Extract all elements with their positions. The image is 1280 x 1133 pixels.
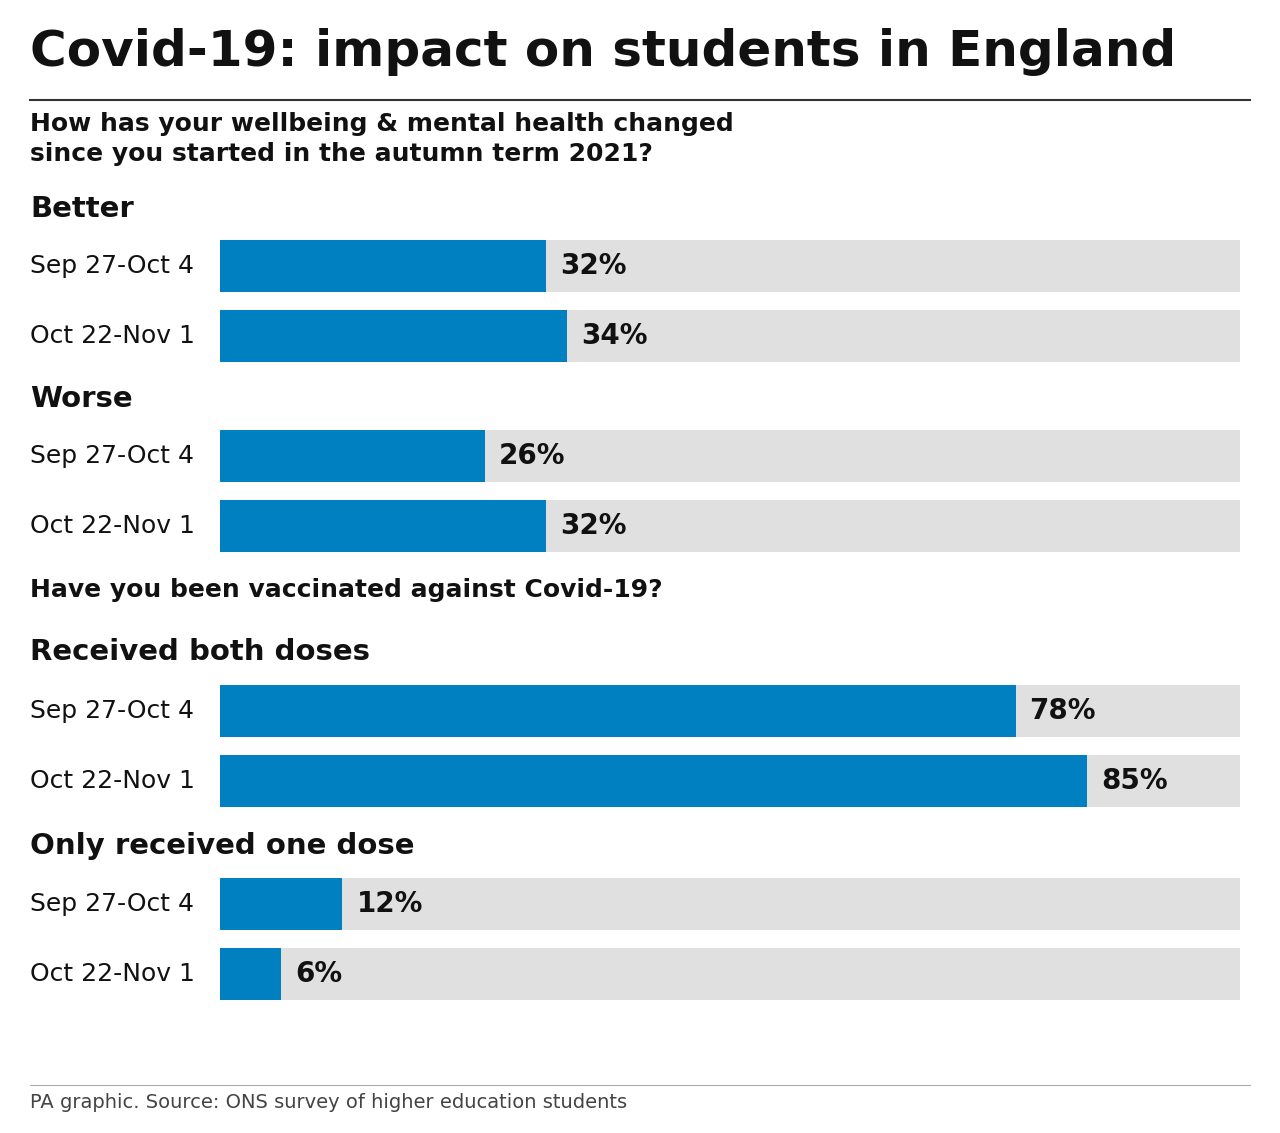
- Bar: [220, 240, 1240, 292]
- Text: 32%: 32%: [561, 252, 627, 280]
- Text: Covid-19: impact on students in England: Covid-19: impact on students in England: [29, 28, 1176, 76]
- Bar: [220, 431, 1240, 482]
- Text: Only received one dose: Only received one dose: [29, 832, 415, 860]
- Text: Oct 22-Nov 1: Oct 22-Nov 1: [29, 962, 195, 986]
- Bar: [220, 948, 1240, 1000]
- Text: Worse: Worse: [29, 385, 133, 414]
- Text: since you started in the autumn term 2021?: since you started in the autumn term 202…: [29, 142, 653, 167]
- Text: 12%: 12%: [356, 891, 422, 918]
- Bar: [220, 948, 282, 1000]
- Bar: [220, 500, 1240, 552]
- Bar: [220, 500, 547, 552]
- Text: 26%: 26%: [499, 442, 566, 470]
- Bar: [220, 685, 1240, 736]
- Text: Received both doses: Received both doses: [29, 638, 370, 666]
- Text: PA graphic. Source: ONS survey of higher education students: PA graphic. Source: ONS survey of higher…: [29, 1093, 627, 1111]
- Text: Sep 27-Oct 4: Sep 27-Oct 4: [29, 444, 195, 468]
- Text: 32%: 32%: [561, 512, 627, 540]
- Text: 6%: 6%: [296, 960, 342, 988]
- Bar: [220, 878, 343, 930]
- Text: Have you been vaccinated against Covid-19?: Have you been vaccinated against Covid-1…: [29, 578, 663, 602]
- Text: 85%: 85%: [1101, 767, 1167, 795]
- Bar: [220, 755, 1087, 807]
- Text: Sep 27-Oct 4: Sep 27-Oct 4: [29, 892, 195, 915]
- Text: Oct 22-Nov 1: Oct 22-Nov 1: [29, 769, 195, 793]
- Bar: [220, 685, 1015, 736]
- Text: 78%: 78%: [1029, 697, 1096, 725]
- Text: Better: Better: [29, 195, 133, 223]
- Text: Oct 22-Nov 1: Oct 22-Nov 1: [29, 514, 195, 538]
- Bar: [220, 431, 485, 482]
- Bar: [220, 310, 567, 363]
- Text: Oct 22-Nov 1: Oct 22-Nov 1: [29, 324, 195, 348]
- Text: 34%: 34%: [581, 322, 648, 350]
- Text: Sep 27-Oct 4: Sep 27-Oct 4: [29, 699, 195, 723]
- Bar: [220, 755, 1240, 807]
- Bar: [220, 878, 1240, 930]
- Text: How has your wellbeing & mental health changed: How has your wellbeing & mental health c…: [29, 112, 733, 136]
- Bar: [220, 240, 547, 292]
- Bar: [220, 310, 1240, 363]
- Text: Sep 27-Oct 4: Sep 27-Oct 4: [29, 254, 195, 278]
